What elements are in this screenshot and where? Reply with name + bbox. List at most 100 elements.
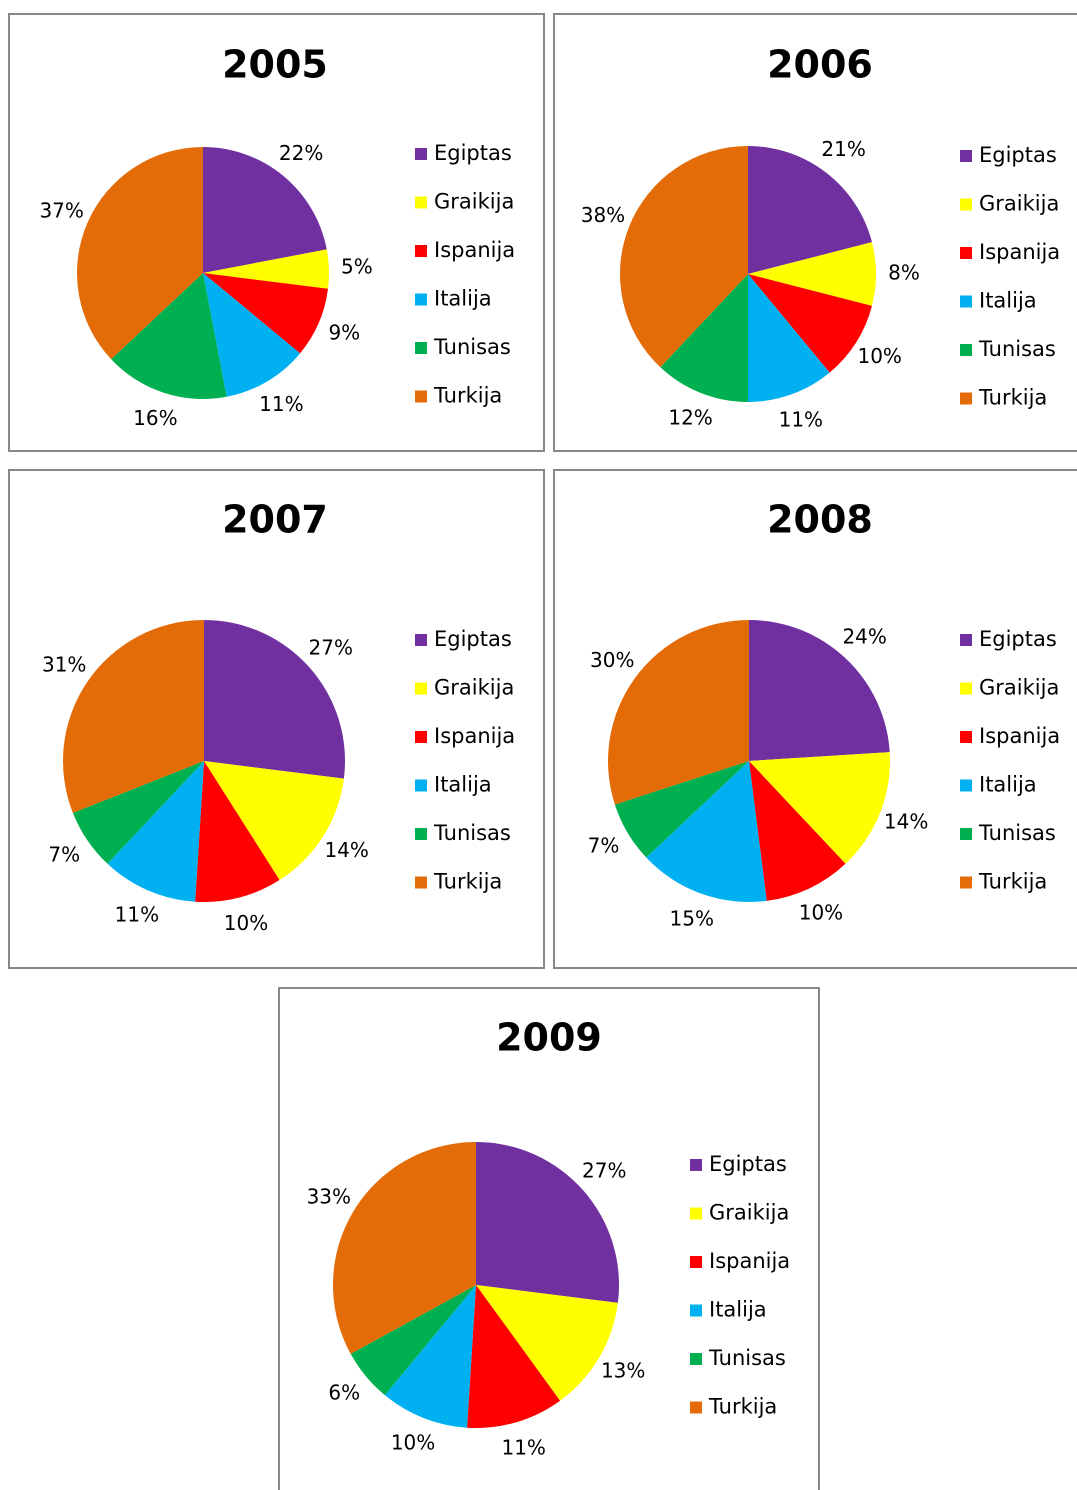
legend-swatch: [960, 247, 972, 259]
data-label: 5%: [341, 255, 373, 279]
pie-slice: [660, 274, 748, 402]
legend-label: Turkija: [978, 386, 1047, 410]
data-label: 27%: [309, 636, 353, 660]
pie-slice: [72, 761, 204, 864]
data-label: 13%: [601, 1359, 645, 1383]
pie-slice: [749, 752, 890, 864]
legend-label: Turkija: [433, 384, 502, 408]
legend-swatch: [690, 1304, 702, 1317]
pie-slice: [204, 761, 344, 881]
legend-swatch: [415, 779, 427, 792]
legend-swatch: [960, 682, 972, 695]
data-label: 21%: [821, 137, 865, 161]
pie-slice: [332, 1142, 476, 1354]
pie-slice: [203, 249, 329, 289]
legend-swatch: [415, 634, 427, 646]
legend-label: Egiptas: [979, 627, 1057, 651]
legend-label: Italija: [709, 1298, 767, 1322]
pie-slice: [620, 146, 748, 368]
data-label: 38%: [581, 203, 625, 227]
legend-swatch: [415, 828, 427, 840]
legend-swatch: [960, 828, 972, 840]
chart-title: 2008: [767, 498, 873, 542]
pie-slice: [467, 1285, 561, 1428]
legend-label: Tunisas: [433, 821, 511, 845]
pie-slice: [476, 1285, 618, 1401]
legend-swatch: [960, 150, 972, 162]
pie-slice: [748, 274, 830, 402]
pie-slice: [607, 620, 749, 805]
legend-label: Graikija: [434, 190, 514, 214]
data-label: 7%: [588, 834, 620, 858]
legend-label: Italija: [979, 289, 1037, 313]
data-label: 10%: [224, 911, 268, 935]
legend-label: Italija: [979, 773, 1037, 797]
pie-slice: [749, 620, 890, 761]
data-label: 14%: [324, 838, 368, 862]
legend-swatch: [415, 342, 427, 354]
legend-label: Tunisas: [433, 335, 511, 359]
data-label: 9%: [328, 321, 360, 345]
legend-swatch: [690, 1207, 702, 1220]
pie-slice: [203, 273, 329, 354]
pie-slice: [350, 1285, 476, 1396]
data-label: 37%: [39, 198, 83, 222]
pie-slice: [204, 620, 345, 779]
pie-slice: [77, 147, 203, 360]
pie-slice: [195, 761, 280, 902]
data-label: 22%: [279, 141, 323, 165]
data-label: 8%: [888, 261, 920, 285]
chart-title: 2007: [222, 498, 328, 542]
legend-swatch: [415, 731, 427, 743]
legend-swatch: [415, 293, 427, 306]
pie-slice: [63, 620, 204, 813]
data-label: 14%: [884, 810, 928, 834]
legend-label: Turkija: [978, 870, 1047, 894]
data-label: 31%: [42, 653, 86, 677]
legend-label: Tunisas: [708, 1346, 786, 1370]
legend-label: Graikija: [979, 192, 1059, 216]
legend-swatch: [415, 245, 427, 257]
legend-label: Egiptas: [709, 1152, 787, 1176]
pie-slice: [476, 1142, 619, 1303]
legend-swatch: [415, 876, 427, 889]
data-label: 24%: [842, 624, 886, 648]
legend-swatch: [960, 198, 972, 211]
legend-label: Turkija: [433, 870, 502, 894]
legend-swatch: [415, 390, 427, 403]
data-label: 11%: [259, 392, 303, 416]
pie-slice: [748, 274, 872, 373]
legend-label: Ispanija: [979, 240, 1060, 264]
data-label: 7%: [48, 842, 80, 866]
legend-label: Graikija: [434, 676, 514, 700]
legend-label: Ispanija: [434, 238, 515, 262]
data-label: 10%: [391, 1430, 435, 1454]
legend-swatch: [415, 196, 427, 209]
legend-label: Graikija: [979, 676, 1059, 700]
pie-slice: [384, 1285, 476, 1428]
legend-label: Turkija: [708, 1395, 777, 1419]
legend-label: Tunisas: [978, 821, 1056, 845]
pie-slice: [203, 273, 301, 397]
chart-title: 2006: [767, 43, 873, 87]
legend-label: Ispanija: [434, 724, 515, 748]
data-label: 11%: [115, 903, 159, 927]
legend-swatch: [960, 344, 972, 356]
pie-slice: [748, 242, 876, 306]
chart-title: 2009: [496, 1016, 602, 1060]
pie-slice: [111, 273, 227, 399]
legend-label: Tunisas: [978, 337, 1056, 361]
legend-swatch: [960, 392, 972, 405]
legend-swatch: [690, 1401, 702, 1414]
legend-label: Ispanija: [979, 724, 1060, 748]
data-label: 30%: [590, 648, 634, 672]
data-label: 11%: [501, 1436, 545, 1460]
data-label: 16%: [133, 406, 177, 430]
legend-label: Egiptas: [979, 143, 1057, 167]
chart-title: 2005: [222, 43, 328, 87]
data-label: 10%: [857, 344, 901, 368]
legend-swatch: [960, 779, 972, 792]
pie-slice: [748, 146, 872, 274]
data-label: 12%: [668, 406, 712, 430]
